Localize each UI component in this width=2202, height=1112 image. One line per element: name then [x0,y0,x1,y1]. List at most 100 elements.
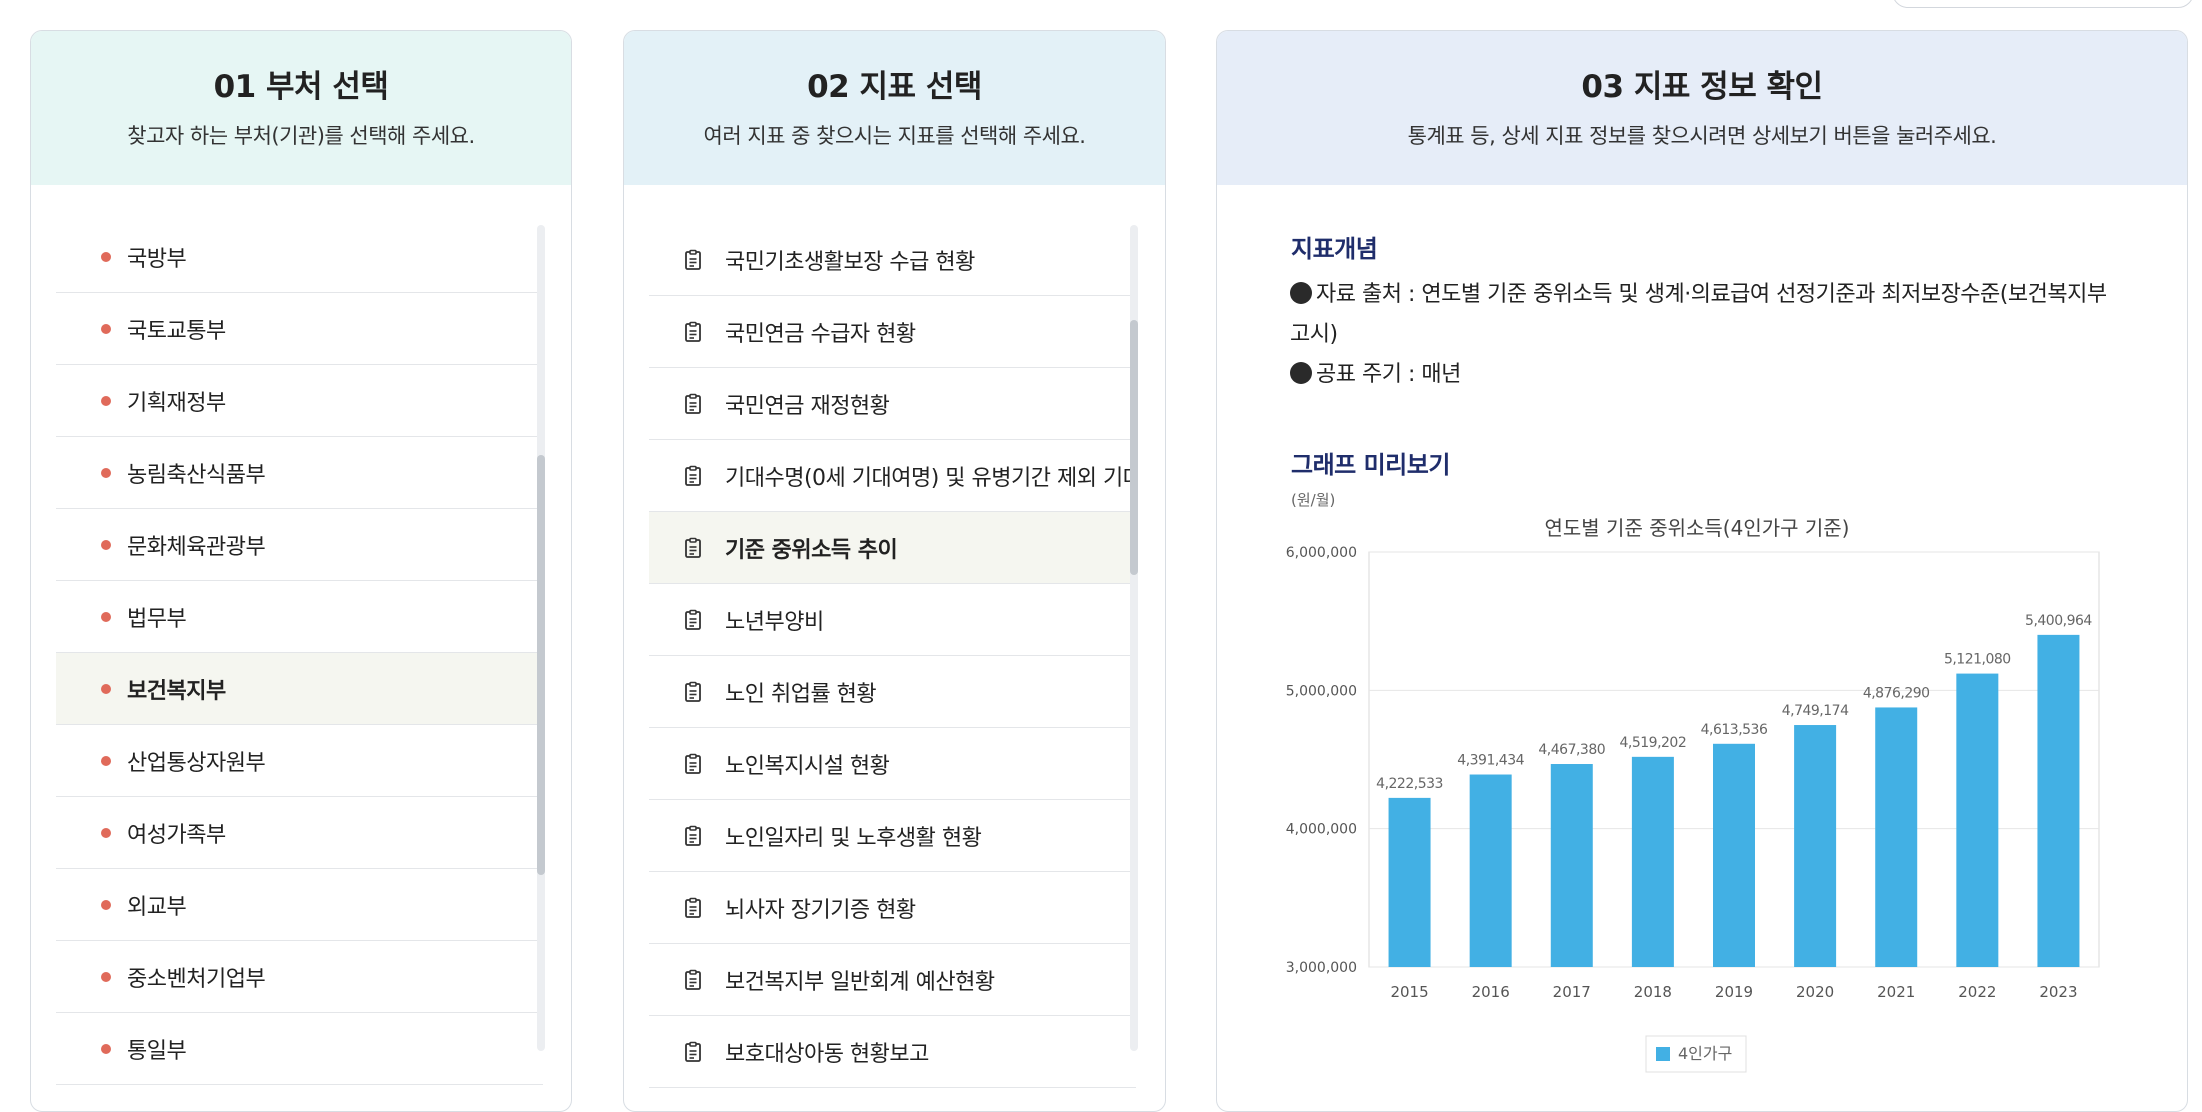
indicator-item-label: 기대수명(0세 기대여명) 및 유병기간 제외 기대수명 [725,465,1136,491]
clipboard-icon [681,896,705,920]
ministry-item[interactable]: 중소벤처기업부 [56,941,543,1013]
indicator-item-label: 기준 중위소득 추이 [725,537,898,563]
clipboard-icon [681,608,705,632]
x-tick-label: 2016 [1472,983,1510,1001]
info-panel: 03 지표 정보 확인 통계표 등, 상세 지표 정보를 찾으시려면 상세보기 … [1216,30,2188,1112]
y-tick-label: 5,000,000 [1286,683,1357,699]
clipboard-icon [681,320,705,344]
ministry-item[interactable]: 농림축산식품부 [56,437,543,509]
indicator-item-label: 노인 취업률 현황 [725,681,877,707]
ministry-item[interactable]: 보건복지부 [56,653,543,725]
data-label: 4,391,434 [1457,753,1524,769]
bullet-dot-icon [101,827,111,838]
indicator-item[interactable]: 노인일자리 및 노후생활 현황 [649,800,1136,872]
concept-title: 지표개념 [1291,235,1378,263]
x-tick-label: 2020 [1796,983,1834,1001]
indicator-item[interactable]: 국민연금 재정현황 [649,368,1136,440]
indicator-panel-header: 02 지표 선택 여러 지표 중 찾으시는 지표를 선택해 주세요. [624,31,1165,185]
panel-title: 03 지표 정보 확인 [1581,69,1823,105]
bar [1469,774,1512,967]
info-panel-header: 03 지표 정보 확인 통계표 등, 상세 지표 정보를 찾으시려면 상세보기 … [1217,31,2187,185]
x-tick-label: 2023 [2039,983,2077,1001]
indicator-item-label: 보건복지부 일반회계 예산현황 [725,969,995,995]
x-tick-label: 2018 [1634,983,1672,1001]
indicator-scrollbar[interactable] [1130,225,1138,1051]
ministry-item-label: 국방부 [127,246,187,272]
ministry-item[interactable]: 법무부 [56,581,543,653]
bullet-dot-icon [101,971,111,982]
indicator-item-label: 노년부양비 [725,609,824,635]
ministry-item-label: 농림축산식품부 [127,462,266,488]
indicator-panel: 02 지표 선택 여러 지표 중 찾으시는 지표를 선택해 주세요. 국민기초생… [623,30,1166,1112]
bullet-dot-icon [101,1043,111,1054]
data-label: 4,467,380 [1538,742,1605,758]
ministry-scrollbar[interactable] [537,225,545,1051]
indicator-item-label: 국민연금 재정현황 [725,393,890,419]
ministry-item[interactable]: 기획재정부 [56,365,543,437]
ministry-item[interactable]: 산업통상자원부 [56,725,543,797]
ministry-item-label: 기획재정부 [127,390,226,416]
indicator-item-label: 보호대상아동 현황보고 [725,1041,929,1067]
panel-subtitle: 찾고자 하는 부처(기관)를 선택해 주세요. [127,124,475,148]
source-value: 자료 출처 : 연도별 기준 중위소득 및 생계·의료급여 선정기준과 최저보장… [1290,282,2107,347]
data-label: 4,613,536 [1701,722,1768,738]
clipboard-icon [681,536,705,560]
ministry-panel-header: 01 부처 선택 찾고자 하는 부처(기관)를 선택해 주세요. [31,31,571,185]
ministry-item[interactable]: 여성가족부 [56,797,543,869]
ministry-item-label: 문화체육관광부 [127,534,266,560]
panel-title: 01 부처 선택 [213,69,389,105]
clipboard-icon [681,824,705,848]
ministry-item[interactable]: 문화체육관광부 [56,509,543,581]
clipboard-icon [681,464,705,488]
x-tick-label: 2021 [1877,983,1915,1001]
indicator-item[interactable]: 국민연금 수급자 현황 [649,296,1136,368]
bar [1875,707,1918,967]
indicator-item[interactable]: 국민기초생활보장 수급 현황 [649,224,1136,296]
indicator-item-label: 국민연금 수급자 현황 [725,321,916,347]
preview-title: 그래프 미리보기 [1291,451,1450,479]
ministry-item[interactable]: 외교부 [56,869,543,941]
ministry-item-label: 외교부 [127,894,187,920]
bullet-dot-icon [101,539,111,550]
indicator-item[interactable]: 기대수명(0세 기대여명) 및 유병기간 제외 기대수명 [649,440,1136,512]
data-label: 4,876,290 [1863,685,1930,701]
chart-unit: (원/월) [1291,491,1335,509]
bar [1388,797,1431,967]
ministry-item-label: 중소벤처기업부 [127,966,266,992]
scrollbar-thumb[interactable] [537,455,545,875]
bullet-dot-icon [101,467,111,478]
data-label: 5,121,080 [1944,652,2011,668]
cycle-value: 공표 주기 : 매년 [1316,362,1461,387]
ministry-item[interactable]: 통일부 [56,1013,543,1085]
indicator-item[interactable]: 노년부양비 [649,584,1136,656]
bullet-icon [1290,282,1312,304]
ministry-item-label: 산업통상자원부 [127,750,266,776]
data-label: 4,222,533 [1376,776,1443,792]
indicator-item[interactable]: 기준 중위소득 추이 [649,512,1136,584]
ministry-item-label: 법무부 [127,606,187,632]
bullet-icon [1290,362,1312,384]
indicator-item-label: 뇌사자 장기기증 현황 [725,897,916,923]
search-box[interactable] [1892,0,2194,8]
panel-subtitle: 여러 지표 중 찾으시는 지표를 선택해 주세요. [703,124,1087,148]
bullet-dot-icon [101,395,111,406]
indicator-item[interactable]: 노인복지시설 현황 [649,728,1136,800]
clipboard-icon [681,1040,705,1064]
x-tick-label: 2022 [1958,983,1996,1001]
ministry-item-label: 통일부 [127,1038,187,1064]
ministry-item[interactable]: 국토교통부 [56,293,543,365]
ministry-item-label: 보건복지부 [127,678,226,704]
indicator-item[interactable]: 보호대상아동 현황보고 [649,1016,1136,1088]
chart-title: 연도별 기준 중위소득(4인가구 기준) [1544,516,1849,540]
data-label: 4,749,174 [1782,703,1849,719]
source-text: 자료 출처 : 연도별 기준 중위소득 및 생계·의료급여 선정기준과 최저보장… [1290,275,2120,355]
bullet-dot-icon [101,323,111,334]
scrollbar-thumb[interactable] [1130,320,1138,575]
indicator-item[interactable]: 노인 취업률 현황 [649,656,1136,728]
indicator-item[interactable]: 보건복지부 일반회계 예산현황 [649,944,1136,1016]
indicator-item-label: 노인복지시설 현황 [725,753,890,779]
indicator-item[interactable]: 뇌사자 장기기증 현황 [649,872,1136,944]
ministry-item[interactable]: 국방부 [56,221,543,293]
x-tick-label: 2019 [1715,983,1753,1001]
